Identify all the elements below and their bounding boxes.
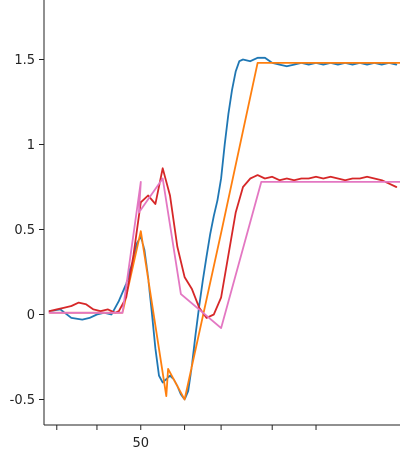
plot-area: [48, 56, 400, 401]
series-line-1: [48, 62, 400, 401]
axes: [43, 0, 400, 426]
x-ticks: 50: [56, 425, 317, 451]
y-tick-label-1: 0: [27, 308, 35, 323]
y-tick-label-4: 1.5: [14, 53, 35, 68]
series-line-2: [48, 167, 398, 319]
series-line-3: [48, 177, 400, 330]
x-tick-label-2: 50: [132, 436, 149, 451]
y-tick-label-2: 0.5: [14, 223, 35, 238]
y-ticks: -0.5 0 0.5 1 1.5: [10, 53, 44, 408]
y-tick-label-0: -0.5: [10, 393, 35, 408]
y-tick-label-3: 1: [27, 138, 35, 153]
